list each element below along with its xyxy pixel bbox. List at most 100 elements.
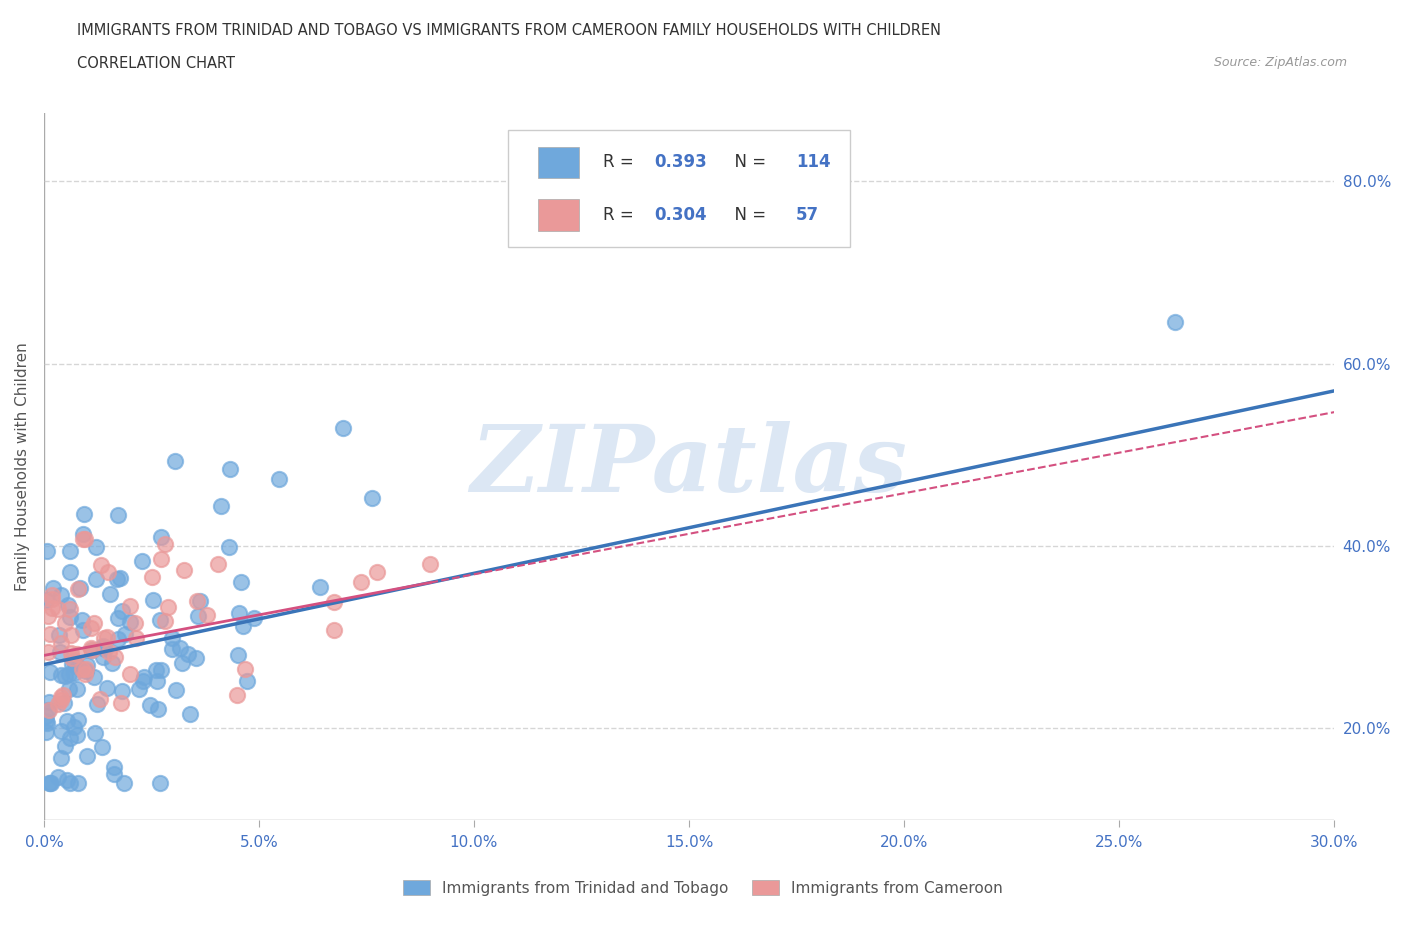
Point [186,593,208,608]
Point [63,653,86,668]
Point [80,641,103,656]
Point [60,657,83,671]
Point [350,575,373,590]
Point [66,682,89,697]
Point [73,667,96,682]
Point [80,620,103,635]
Point [56,597,79,612]
Point [48,697,70,711]
Point [91,638,114,653]
Text: R =: R = [603,206,638,224]
Point [114,627,136,642]
Point [157,599,180,614]
Point [72,531,94,546]
Text: N =: N = [724,206,772,224]
Point [59,776,82,790]
Point [35,708,58,723]
Point [107,508,129,523]
Point [76,658,98,672]
Point [96,629,118,644]
Text: 0.304: 0.304 [654,206,707,224]
Point [35,592,58,607]
Point [179,707,201,722]
Point [96,681,118,696]
Point [38,664,60,679]
Point [186,650,208,665]
Point [38,776,60,790]
Point [59,610,82,625]
Point [62,651,84,666]
Legend: Immigrants from Trinidad and Tobago, Immigrants from Cameroon: Immigrants from Trinidad and Tobago, Imm… [396,873,1010,902]
Point [128,682,150,697]
Point [124,616,146,631]
Point [83,616,105,631]
Point [226,647,249,662]
Text: ZIPatlas: ZIPatlas [471,421,907,512]
Bar [538,147,579,179]
Point [160,631,183,645]
Point [63,720,86,735]
Point [160,642,183,657]
Point [163,453,186,468]
Point [134,670,156,684]
Point [62,665,84,680]
Point [145,663,167,678]
Point [41,776,63,790]
Point [97,565,120,579]
Point [58,682,80,697]
Point [131,553,153,568]
Point [52,687,75,702]
Point [94,641,117,656]
Point [37,608,59,623]
Text: 57: 57 [796,206,820,224]
Point [72,526,94,541]
Point [207,556,229,571]
Point [219,462,242,477]
Point [322,594,344,609]
Point [59,645,82,660]
Point [46,770,69,785]
Point [37,716,59,731]
Point [150,551,173,566]
Point [100,587,122,602]
Point [120,598,142,613]
Bar [538,199,579,231]
Point [70,661,93,676]
Point [118,667,141,682]
Point [232,618,254,633]
Point [267,472,290,486]
Point [58,667,80,682]
Point [1164,315,1187,330]
Point [35,724,58,739]
Point [120,615,142,630]
Point [187,608,209,623]
Point [111,684,134,698]
Point [55,738,77,753]
Point [139,698,162,712]
Point [98,644,121,659]
Point [66,776,89,790]
Point [104,650,127,665]
Point [107,611,129,626]
Point [59,565,82,579]
Point [75,664,97,679]
Point [231,575,253,590]
Point [165,683,187,698]
Point [49,689,72,704]
Point [51,751,73,765]
Point [51,588,73,603]
Point [73,507,96,522]
Point [228,605,250,620]
Point [149,613,172,628]
Point [70,613,93,628]
Text: 0.393: 0.393 [654,153,707,171]
Point [93,631,115,645]
FancyBboxPatch shape [509,130,851,247]
Point [188,593,211,608]
Point [308,579,330,594]
Point [38,776,60,790]
Point [37,644,59,659]
Y-axis label: Family Households with Children: Family Households with Children [15,341,30,591]
Text: IMMIGRANTS FROM TRINIDAD AND TOBAGO VS IMMIGRANTS FROM CAMEROON FAMILY HOUSEHOLD: IMMIGRANTS FROM TRINIDAD AND TOBAGO VS I… [77,23,942,38]
Point [86,697,108,711]
